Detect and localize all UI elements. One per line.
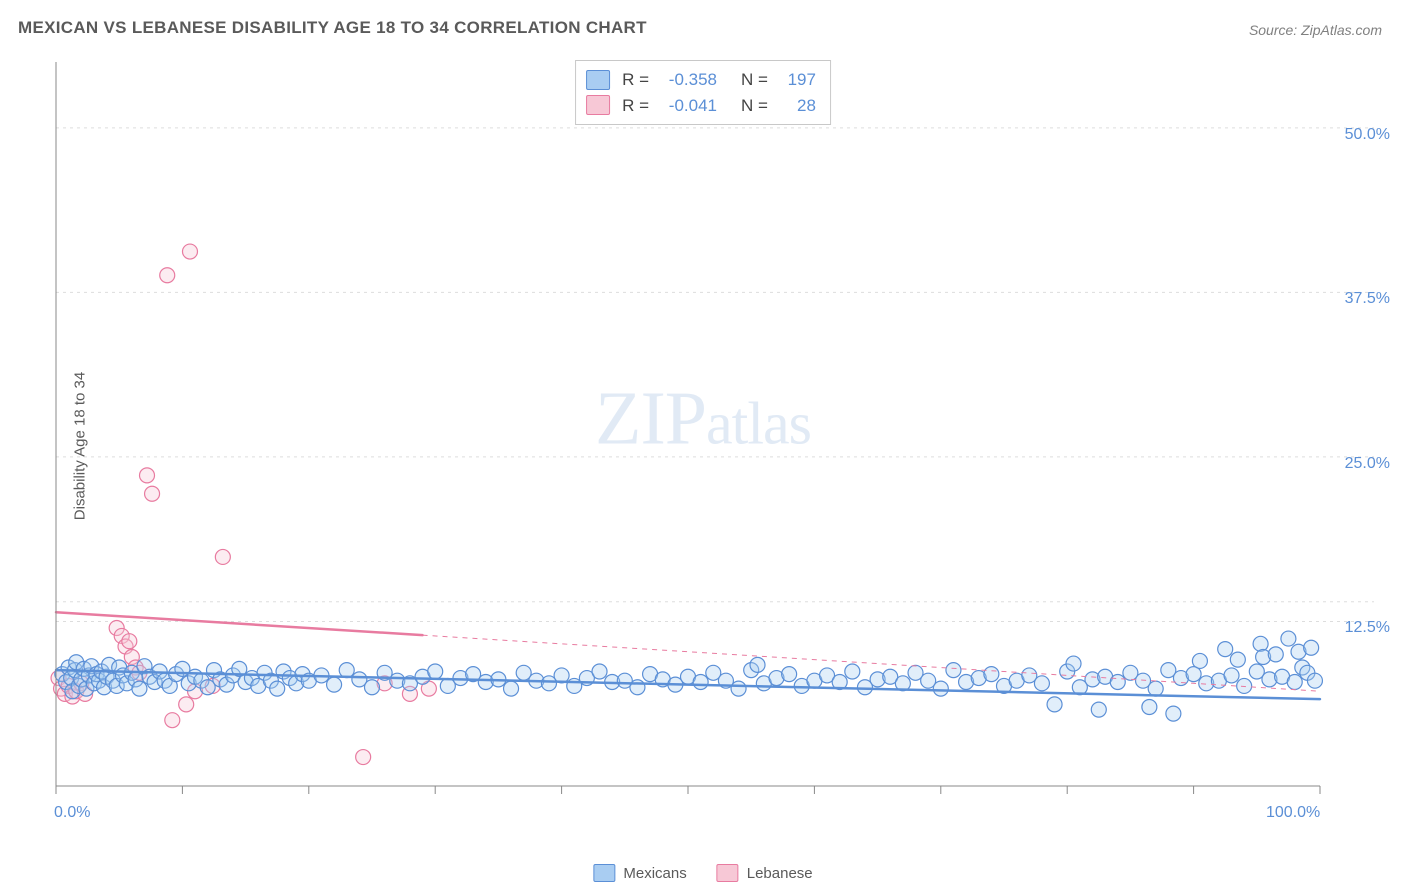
x-tick-label: 100.0% (1266, 804, 1320, 822)
legend-item-lebanese: Lebanese (717, 864, 813, 882)
y-tick-label: 25.0% (1345, 455, 1390, 473)
r-value-mexicans: -0.358 (661, 67, 717, 93)
correlation-row-lebanese: R = -0.041 N = 28 (586, 93, 816, 119)
chart-title: MEXICAN VS LEBANESE DISABILITY AGE 18 TO… (18, 18, 647, 38)
n-label: N = (741, 67, 768, 93)
y-tick-label: 37.5% (1345, 290, 1390, 308)
correlation-legend: R = -0.358 N = 197 R = -0.041 N = 28 (575, 60, 831, 125)
swatch-lebanese-icon (717, 864, 739, 882)
swatch-mexicans-icon (586, 70, 610, 90)
series-legend: Mexicans Lebanese (593, 864, 812, 882)
y-tick-label: 12.5% (1345, 619, 1390, 637)
swatch-mexicans-icon (593, 864, 615, 882)
n-value-lebanese: 28 (780, 93, 816, 119)
r-label: R = (622, 67, 649, 93)
chart-container: MEXICAN VS LEBANESE DISABILITY AGE 18 TO… (0, 0, 1406, 892)
chart-svg (50, 58, 1380, 826)
plot-area (50, 58, 1380, 826)
n-value-mexicans: 197 (780, 67, 816, 93)
source-attribution: Source: ZipAtlas.com (1249, 22, 1382, 38)
source-prefix: Source: (1249, 22, 1301, 38)
swatch-lebanese-icon (586, 95, 610, 115)
correlation-row-mexicans: R = -0.358 N = 197 (586, 67, 816, 93)
r-value-lebanese: -0.041 (661, 93, 717, 119)
y-tick-label: 50.0% (1345, 126, 1390, 144)
n-label: N = (741, 93, 768, 119)
r-label: R = (622, 93, 649, 119)
legend-label-lebanese: Lebanese (747, 865, 813, 882)
source-name: ZipAtlas.com (1301, 22, 1382, 38)
legend-item-mexicans: Mexicans (593, 864, 686, 882)
x-tick-label: 0.0% (54, 804, 90, 822)
legend-label-mexicans: Mexicans (623, 865, 686, 882)
